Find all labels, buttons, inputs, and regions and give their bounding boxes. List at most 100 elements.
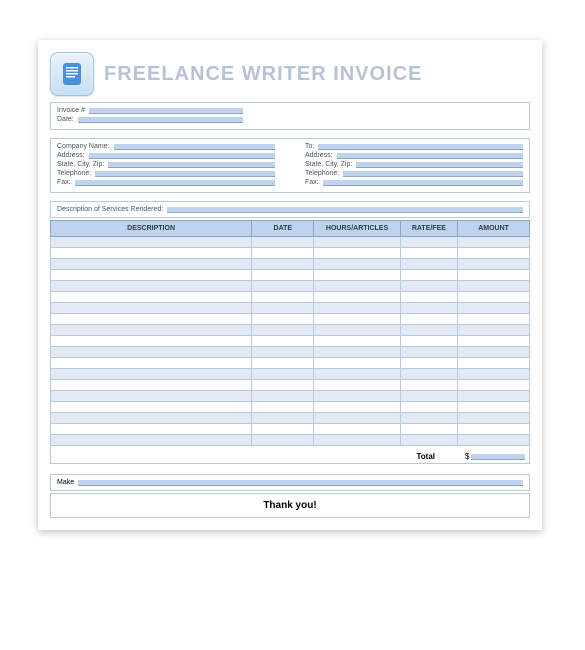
table-cell[interactable] bbox=[400, 237, 457, 248]
table-cell[interactable] bbox=[400, 314, 457, 325]
table-cell[interactable] bbox=[314, 248, 400, 259]
table-cell[interactable] bbox=[252, 314, 314, 325]
table-cell[interactable] bbox=[458, 314, 530, 325]
table-cell[interactable] bbox=[314, 413, 400, 424]
table-cell[interactable] bbox=[252, 413, 314, 424]
table-cell[interactable] bbox=[314, 259, 400, 270]
table-cell[interactable] bbox=[314, 391, 400, 402]
from-phone-field[interactable] bbox=[95, 171, 275, 177]
table-cell[interactable] bbox=[400, 347, 457, 358]
table-cell[interactable] bbox=[400, 358, 457, 369]
table-cell[interactable] bbox=[458, 435, 530, 446]
table-cell[interactable] bbox=[252, 292, 314, 303]
table-cell[interactable] bbox=[51, 281, 252, 292]
to-address-field[interactable] bbox=[337, 153, 523, 159]
to-fax-field[interactable] bbox=[323, 180, 523, 186]
table-cell[interactable] bbox=[458, 369, 530, 380]
table-cell[interactable] bbox=[252, 303, 314, 314]
table-cell[interactable] bbox=[314, 424, 400, 435]
table-cell[interactable] bbox=[314, 347, 400, 358]
table-cell[interactable] bbox=[51, 380, 252, 391]
to-phone-field[interactable] bbox=[343, 171, 523, 177]
table-cell[interactable] bbox=[458, 303, 530, 314]
table-cell[interactable] bbox=[314, 303, 400, 314]
table-cell[interactable] bbox=[400, 435, 457, 446]
table-cell[interactable] bbox=[458, 281, 530, 292]
table-cell[interactable] bbox=[458, 391, 530, 402]
table-cell[interactable] bbox=[400, 413, 457, 424]
table-cell[interactable] bbox=[458, 424, 530, 435]
table-cell[interactable] bbox=[314, 281, 400, 292]
table-cell[interactable] bbox=[400, 380, 457, 391]
table-cell[interactable] bbox=[51, 424, 252, 435]
table-cell[interactable] bbox=[51, 358, 252, 369]
table-cell[interactable] bbox=[400, 336, 457, 347]
table-cell[interactable] bbox=[252, 259, 314, 270]
to-csz-field[interactable] bbox=[356, 162, 523, 168]
table-cell[interactable] bbox=[51, 248, 252, 259]
table-cell[interactable] bbox=[458, 270, 530, 281]
table-cell[interactable] bbox=[458, 413, 530, 424]
table-cell[interactable] bbox=[252, 402, 314, 413]
table-cell[interactable] bbox=[458, 336, 530, 347]
table-cell[interactable] bbox=[314, 336, 400, 347]
table-cell[interactable] bbox=[51, 314, 252, 325]
table-cell[interactable] bbox=[252, 248, 314, 259]
from-csz-field[interactable] bbox=[108, 162, 275, 168]
table-cell[interactable] bbox=[252, 391, 314, 402]
table-cell[interactable] bbox=[400, 391, 457, 402]
table-cell[interactable] bbox=[252, 435, 314, 446]
table-cell[interactable] bbox=[252, 424, 314, 435]
table-cell[interactable] bbox=[314, 237, 400, 248]
table-cell[interactable] bbox=[51, 292, 252, 303]
table-cell[interactable] bbox=[51, 270, 252, 281]
table-cell[interactable] bbox=[51, 435, 252, 446]
table-cell[interactable] bbox=[51, 237, 252, 248]
table-cell[interactable] bbox=[400, 248, 457, 259]
table-cell[interactable] bbox=[400, 281, 457, 292]
table-cell[interactable] bbox=[458, 292, 530, 303]
invoice-number-field[interactable] bbox=[89, 108, 243, 114]
table-cell[interactable] bbox=[314, 270, 400, 281]
table-cell[interactable] bbox=[252, 358, 314, 369]
table-cell[interactable] bbox=[51, 325, 252, 336]
table-cell[interactable] bbox=[458, 380, 530, 391]
table-cell[interactable] bbox=[252, 237, 314, 248]
table-cell[interactable] bbox=[400, 369, 457, 380]
from-fax-field[interactable] bbox=[75, 180, 275, 186]
table-cell[interactable] bbox=[400, 292, 457, 303]
table-cell[interactable] bbox=[314, 435, 400, 446]
table-cell[interactable] bbox=[458, 325, 530, 336]
table-cell[interactable] bbox=[252, 380, 314, 391]
table-cell[interactable] bbox=[458, 259, 530, 270]
table-cell[interactable] bbox=[51, 391, 252, 402]
table-cell[interactable] bbox=[252, 369, 314, 380]
table-cell[interactable] bbox=[252, 325, 314, 336]
table-cell[interactable] bbox=[458, 358, 530, 369]
table-cell[interactable] bbox=[51, 402, 252, 413]
table-cell[interactable] bbox=[314, 292, 400, 303]
total-field[interactable] bbox=[471, 454, 525, 460]
table-cell[interactable] bbox=[314, 325, 400, 336]
table-cell[interactable] bbox=[314, 314, 400, 325]
table-cell[interactable] bbox=[314, 369, 400, 380]
table-cell[interactable] bbox=[458, 248, 530, 259]
table-cell[interactable] bbox=[458, 347, 530, 358]
table-cell[interactable] bbox=[314, 380, 400, 391]
table-cell[interactable] bbox=[400, 424, 457, 435]
from-company-field[interactable] bbox=[114, 144, 275, 150]
table-cell[interactable] bbox=[400, 303, 457, 314]
services-field[interactable] bbox=[167, 207, 523, 213]
table-cell[interactable] bbox=[51, 413, 252, 424]
table-cell[interactable] bbox=[252, 347, 314, 358]
make-field[interactable] bbox=[78, 480, 523, 486]
table-cell[interactable] bbox=[458, 402, 530, 413]
table-cell[interactable] bbox=[314, 402, 400, 413]
table-cell[interactable] bbox=[458, 237, 530, 248]
to-name-field[interactable] bbox=[318, 144, 523, 150]
table-cell[interactable] bbox=[400, 270, 457, 281]
table-cell[interactable] bbox=[252, 270, 314, 281]
table-cell[interactable] bbox=[51, 369, 252, 380]
table-cell[interactable] bbox=[400, 402, 457, 413]
from-address-field[interactable] bbox=[89, 153, 275, 159]
